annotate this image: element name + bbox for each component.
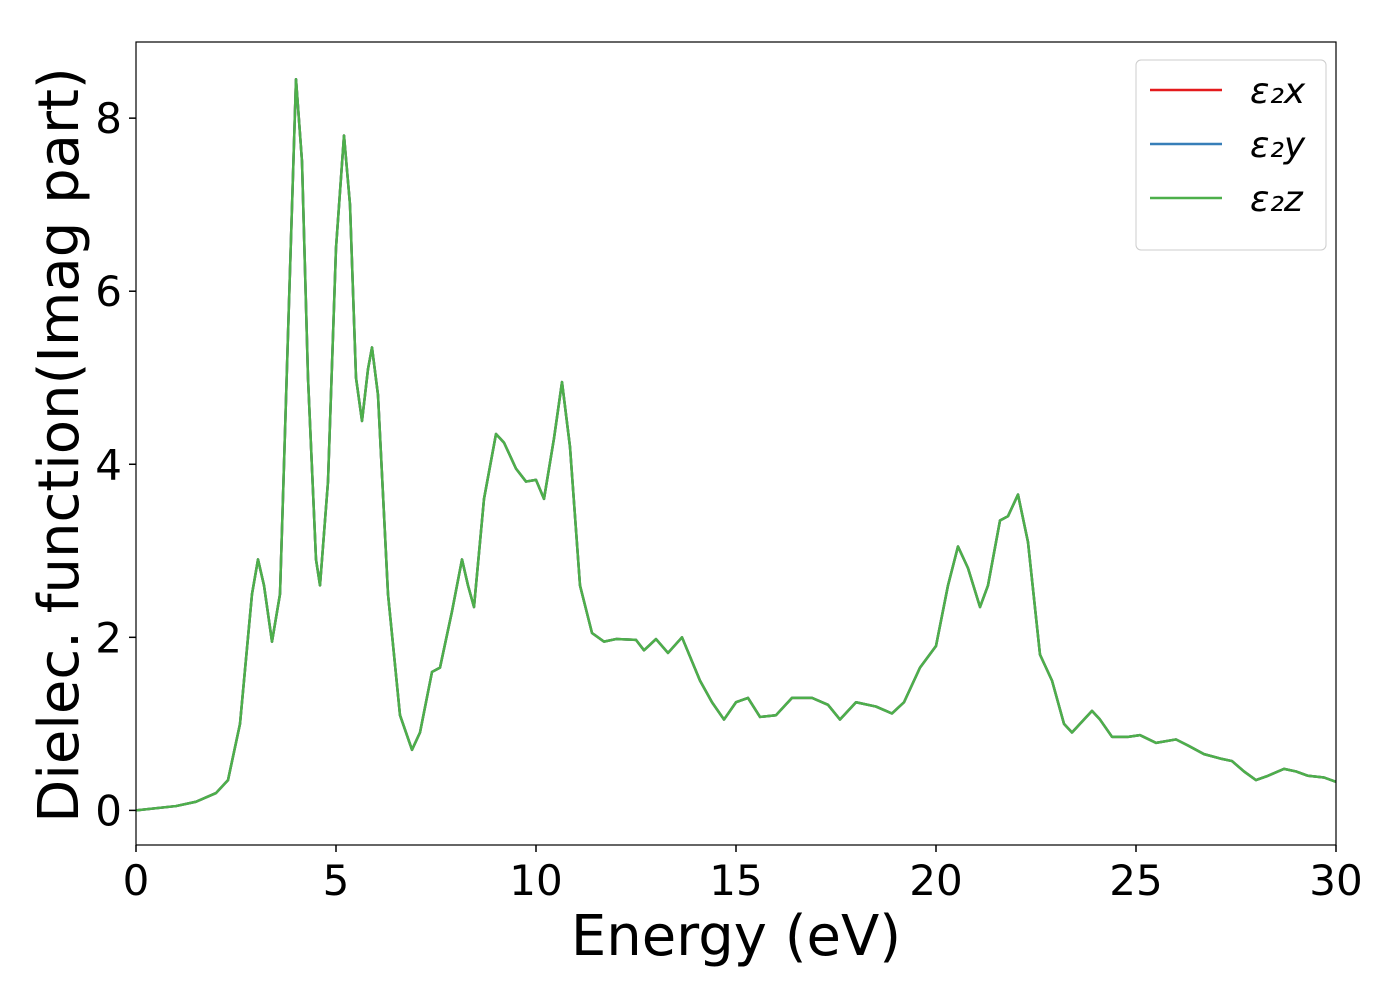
x-tick-label: 25 [1109,856,1162,905]
x-tick-label: 10 [509,856,562,905]
plot-frame [135,41,1337,846]
legend-label: ε₂x [1250,71,1306,112]
legend-label: ε₂z [1250,179,1304,220]
legend-label: ε₂y [1250,125,1306,166]
y-tick-label: 0 [95,786,122,835]
x-tick-label: 30 [1309,856,1362,905]
y-tick-label: 8 [95,94,122,143]
y-axis-label: Dielec. function(Imag part) [27,67,92,823]
x-axis-label: Energy (eV) [571,904,901,969]
y-tick-label: 6 [95,267,122,316]
x-tick-label: 20 [909,856,962,905]
x-tick-label: 15 [709,856,762,905]
y-tick-label: 4 [95,440,122,489]
y-tick-label: 2 [95,613,122,662]
x-tick-label: 0 [123,856,150,905]
series-line [136,77,1336,812]
x-tick-label: 5 [323,856,350,905]
legend-box [1135,59,1327,251]
